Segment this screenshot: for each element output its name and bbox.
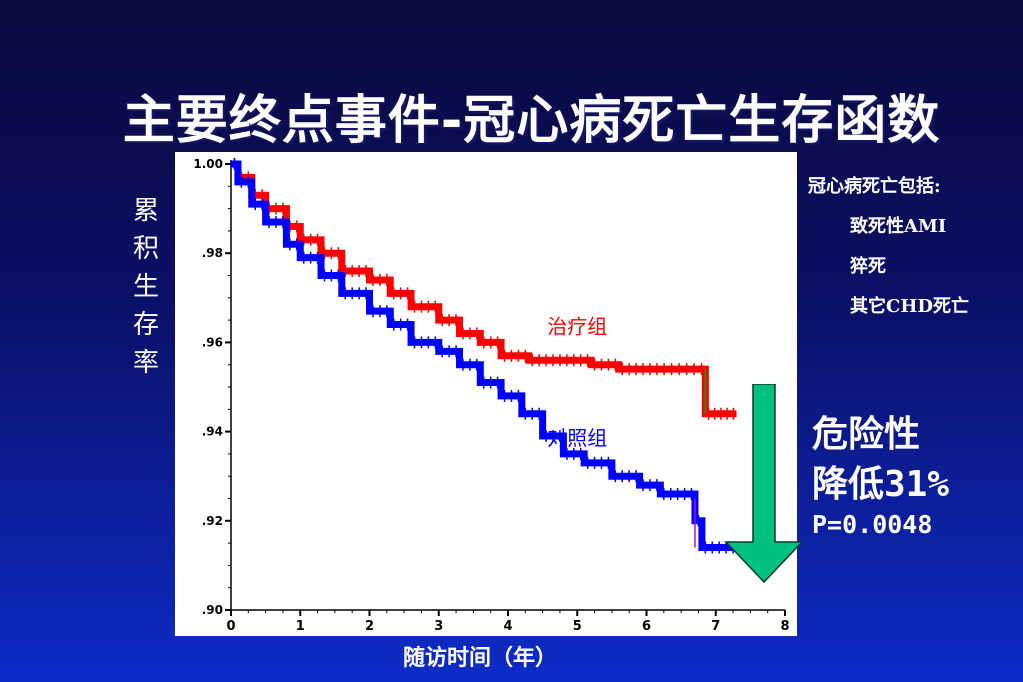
notes-heading: 冠心病死亡包括: <box>808 176 941 197</box>
x-tick-label: 0 <box>226 619 235 634</box>
p-value: P=0.0048 <box>812 510 933 539</box>
y-tick-label: .98 <box>202 246 223 260</box>
x-tick-label: 8 <box>780 619 789 634</box>
series-line-control <box>231 160 737 552</box>
y-axis-label: 累积生存率 <box>132 196 159 378</box>
x-tick-label: 2 <box>365 619 374 634</box>
risk-reduction-box: 危险性 降低31% P=0.0048 <box>812 410 949 540</box>
x-tick-label: 1 <box>296 619 305 634</box>
y-tick-label: .94 <box>202 425 223 439</box>
x-tick-label: 5 <box>573 619 582 634</box>
x-tick-label: 7 <box>711 619 720 634</box>
x-tick-label: 3 <box>434 619 443 634</box>
down-arrow-icon <box>724 384 804 584</box>
risk-label: 危险性 <box>812 414 921 455</box>
y-tick-label: .90 <box>202 603 223 617</box>
x-tick-label: 6 <box>642 619 651 634</box>
series-label-treatment: 治疗组 <box>547 314 607 338</box>
slide-title: 主要终点事件-冠心病死亡生存函数 <box>122 91 941 151</box>
notes-item-other-chd-death: 其它CHD死亡 <box>850 296 969 317</box>
y-tick-label: .92 <box>202 514 223 528</box>
survival-chart: 1.00 .98 .96 .94 .92 .90 0 1 2 3 4 5 6 7 8 治疗组对照组 <box>175 152 797 636</box>
risk-reduction-value: 降低31% <box>812 464 950 505</box>
endpoint-notes: 冠心病死亡包括: 致死性AMI 猝死 其它CHD死亡 <box>808 172 969 332</box>
x-axis-label: 随访时间（年） <box>402 646 557 671</box>
notes-item-fatal-ami: 致死性AMI <box>850 216 947 237</box>
series-label-control: 对照组 <box>547 426 607 450</box>
y-tick-label: .96 <box>202 335 223 349</box>
notes-item-sudden-death: 猝死 <box>850 256 886 277</box>
x-tick-label: 4 <box>503 619 512 634</box>
y-tick-label: 1.00 <box>193 157 223 171</box>
